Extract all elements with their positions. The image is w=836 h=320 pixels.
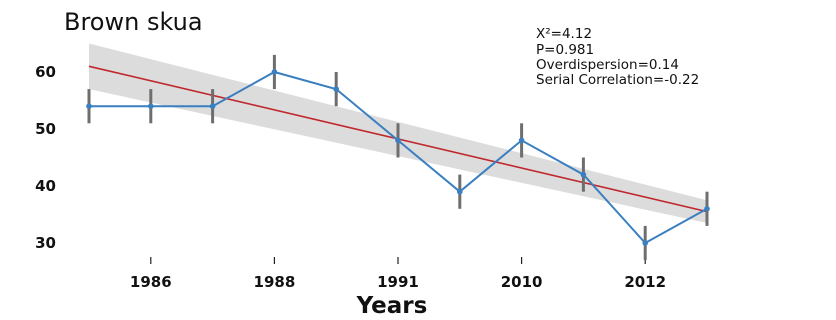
x-tick-label: 1988 <box>254 273 296 291</box>
data-point <box>642 240 648 246</box>
data-point <box>148 103 154 109</box>
x-tick-label: 1986 <box>130 273 172 291</box>
data-point <box>704 206 710 212</box>
y-tick-label: 60 <box>35 63 56 81</box>
x-tick-label: 1991 <box>377 273 419 291</box>
data-point <box>457 188 463 195</box>
data-point <box>580 171 587 178</box>
stats-block: X²=4.12 P=0.981 Overdispersion=0.14 Seri… <box>536 26 699 88</box>
stat-overdispersion: Overdispersion=0.14 <box>536 57 679 73</box>
chart-title: Brown skua <box>64 8 203 36</box>
data-point <box>209 103 216 109</box>
data-point <box>333 86 340 92</box>
x-tick-label: 2012 <box>624 273 666 291</box>
data-point <box>518 137 525 144</box>
y-tick-label: 30 <box>35 234 56 252</box>
y-tick-label: 40 <box>35 177 56 195</box>
x-tick-label: 2010 <box>501 273 543 291</box>
data-point <box>271 69 278 75</box>
plot-area: 30 40 50 60 1986 1988 1991 2010 2012 <box>35 43 710 291</box>
data-point <box>86 103 92 109</box>
y-tick-label: 50 <box>35 120 56 138</box>
stat-p-value: P=0.981 <box>536 42 594 58</box>
x-axis-label: Years <box>356 293 428 319</box>
data-point <box>395 137 401 144</box>
stat-serial-correlation: Serial Correlation=-0.22 <box>536 72 699 88</box>
stat-chi-square: X²=4.12 <box>536 26 592 42</box>
